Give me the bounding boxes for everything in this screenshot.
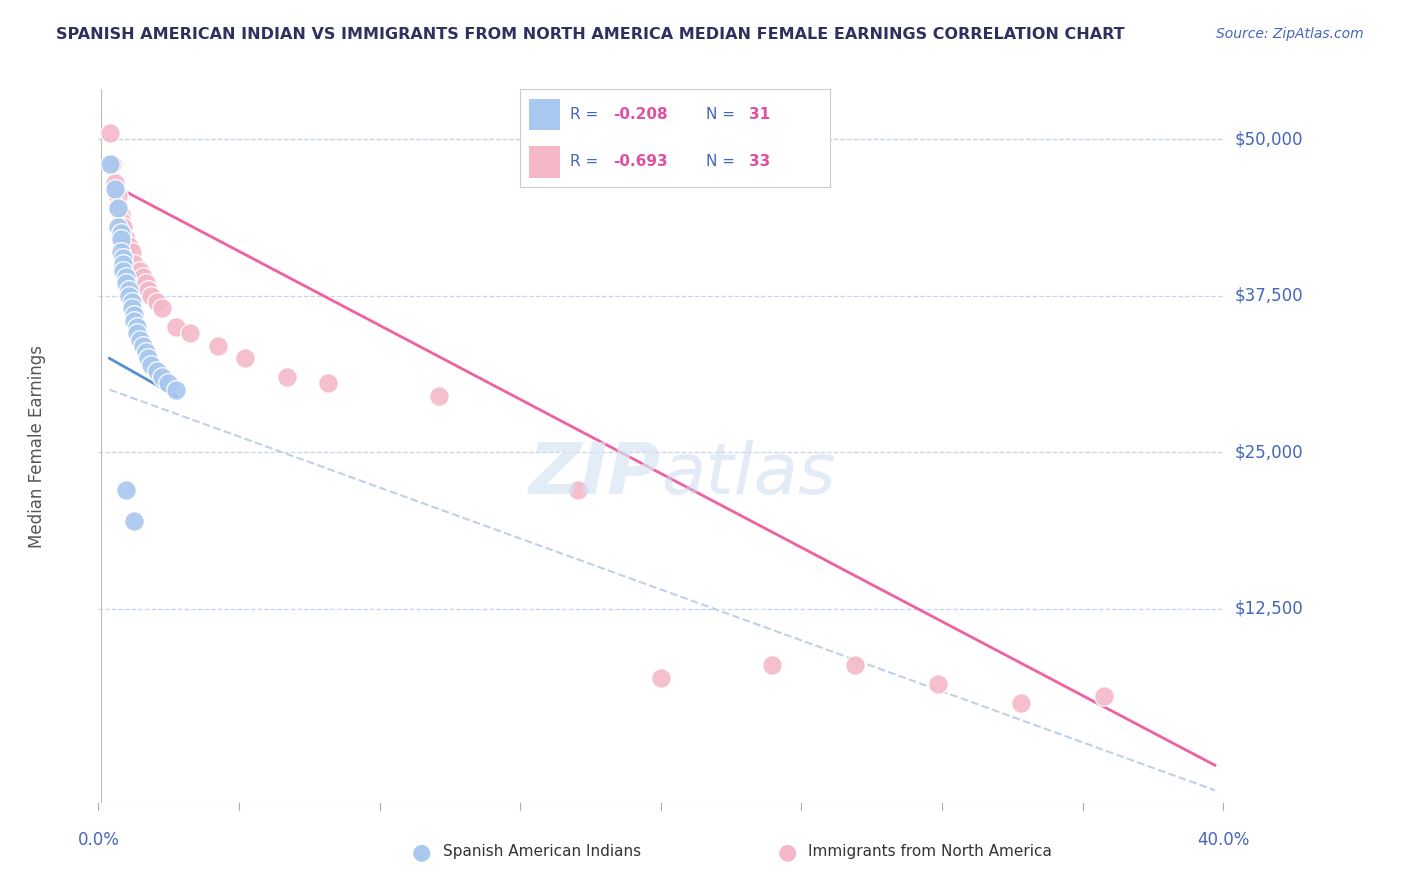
Text: 31: 31 <box>749 107 770 122</box>
Point <box>118 238 141 252</box>
Text: SPANISH AMERICAN INDIAN VS IMMIGRANTS FROM NORTH AMERICA MEDIAN FEMALE EARNINGS : SPANISH AMERICAN INDIAN VS IMMIGRANTS FR… <box>56 27 1125 42</box>
Point <box>98 126 121 140</box>
Point <box>844 658 866 673</box>
Text: $37,500: $37,500 <box>1234 286 1303 305</box>
Point <box>104 176 127 190</box>
Point <box>150 370 173 384</box>
Point <box>179 326 201 341</box>
Text: -0.693: -0.693 <box>613 154 668 169</box>
Text: $12,500: $12,500 <box>1234 599 1303 618</box>
Point <box>165 383 187 397</box>
Point <box>121 244 143 259</box>
Point <box>124 314 146 328</box>
Text: ●: ● <box>778 842 797 862</box>
Point <box>761 658 783 673</box>
Point <box>98 157 121 171</box>
Point <box>134 345 156 359</box>
Point <box>207 339 229 353</box>
Text: Spanish American Indians: Spanish American Indians <box>443 845 641 859</box>
Point <box>132 339 155 353</box>
Point <box>132 270 155 285</box>
Point <box>112 251 135 265</box>
Point <box>107 219 129 234</box>
Text: ZIP: ZIP <box>529 440 661 509</box>
Point <box>127 326 149 341</box>
Point <box>115 270 138 285</box>
Text: 33: 33 <box>749 154 770 169</box>
Bar <box>530 146 561 178</box>
Bar <box>530 99 561 130</box>
Point <box>129 333 152 347</box>
Point <box>318 376 340 391</box>
Text: 0.0%: 0.0% <box>77 831 120 849</box>
Point <box>112 219 135 234</box>
Text: atlas: atlas <box>661 440 835 509</box>
Point <box>118 289 141 303</box>
Point <box>427 389 450 403</box>
Text: R =: R = <box>569 107 603 122</box>
Point <box>127 320 149 334</box>
Point <box>650 671 672 685</box>
Point <box>107 201 129 215</box>
Point <box>927 677 949 691</box>
Point <box>145 295 167 310</box>
Point <box>1010 696 1032 710</box>
Text: ●: ● <box>412 842 432 862</box>
Point <box>124 308 146 322</box>
Text: R =: R = <box>569 154 603 169</box>
Point <box>121 295 143 310</box>
Point <box>110 213 132 227</box>
Point <box>139 358 162 372</box>
Point <box>567 483 589 497</box>
Point <box>150 301 173 316</box>
Text: Source: ZipAtlas.com: Source: ZipAtlas.com <box>1216 27 1364 41</box>
Point <box>134 277 156 291</box>
Point <box>276 370 298 384</box>
Point <box>110 244 132 259</box>
Point <box>124 257 146 271</box>
Point <box>165 320 187 334</box>
Point <box>139 289 162 303</box>
Point <box>1092 690 1115 704</box>
Text: Immigrants from North America: Immigrants from North America <box>808 845 1052 859</box>
Text: N =: N = <box>706 107 740 122</box>
Text: -0.208: -0.208 <box>613 107 668 122</box>
Point <box>136 283 159 297</box>
Point <box>145 364 167 378</box>
Point <box>115 277 138 291</box>
Point <box>129 264 152 278</box>
Point <box>110 207 132 221</box>
Point <box>118 283 141 297</box>
Text: $25,000: $25,000 <box>1234 443 1303 461</box>
Point <box>110 226 132 240</box>
Point <box>112 257 135 271</box>
Point <box>156 376 179 391</box>
Point <box>112 264 135 278</box>
Point <box>110 232 132 246</box>
Point <box>107 188 129 202</box>
Point <box>115 232 138 246</box>
Point <box>104 182 127 196</box>
Text: Median Female Earnings: Median Female Earnings <box>28 344 45 548</box>
Text: N =: N = <box>706 154 740 169</box>
Point <box>115 483 138 497</box>
Point <box>107 201 129 215</box>
Point <box>124 514 146 528</box>
Point <box>233 351 256 366</box>
Text: $50,000: $50,000 <box>1234 130 1303 148</box>
Point <box>136 351 159 366</box>
Text: 40.0%: 40.0% <box>1197 831 1250 849</box>
Point <box>101 157 124 171</box>
Point <box>121 301 143 316</box>
